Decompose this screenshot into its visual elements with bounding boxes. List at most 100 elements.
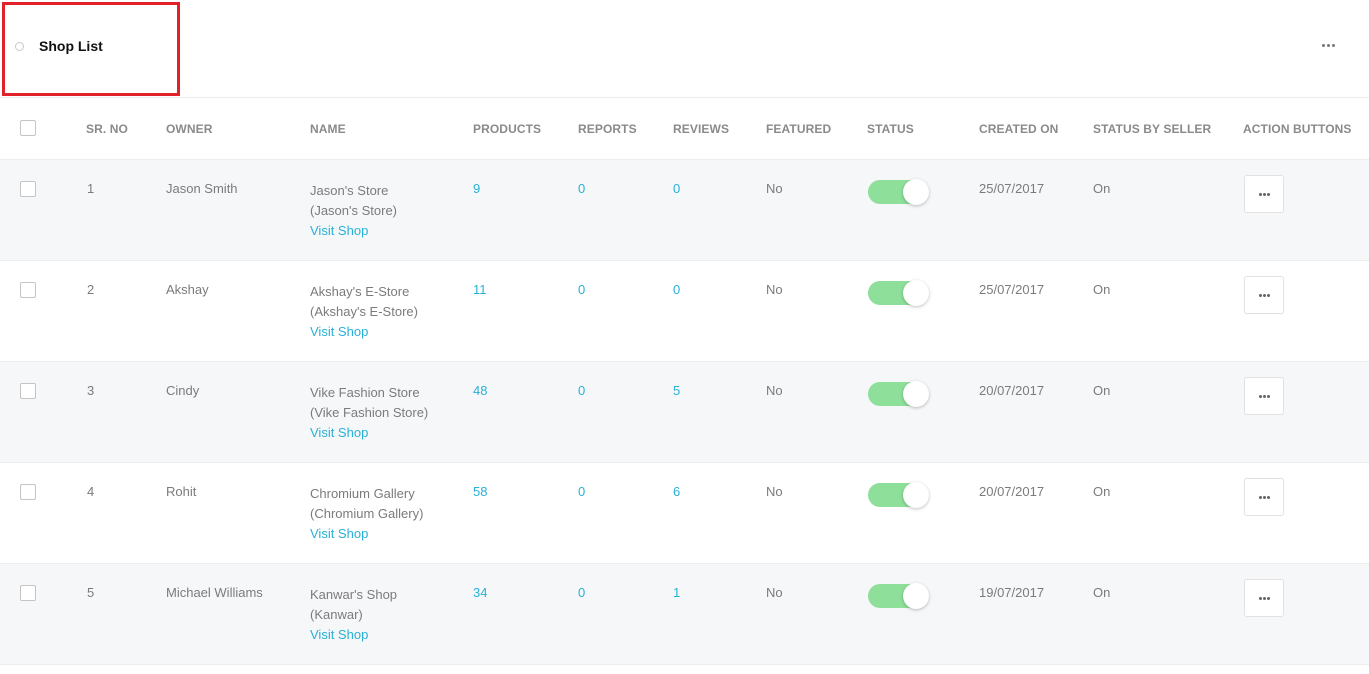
status-by-seller-cell: On [1093, 484, 1111, 499]
reports-count-link[interactable]: 0 [578, 484, 586, 499]
column-header-featured[interactable]: FEATURED [766, 122, 832, 136]
owner-cell: Akshay [166, 282, 209, 297]
created-on-cell: 25/07/2017 [979, 282, 1045, 297]
created-on-cell: 25/07/2017 [979, 181, 1045, 196]
shop-name-sub: (Chromium Gallery) [310, 506, 424, 521]
toggle-knob [903, 583, 929, 609]
reviews-count-link[interactable]: 1 [673, 585, 681, 600]
shop-name: Jason's Store [310, 183, 389, 198]
toggle-knob [903, 482, 929, 508]
column-header-reviews[interactable]: REVIEWS [673, 122, 730, 136]
select-all-checkbox[interactable] [20, 120, 36, 136]
column-header-created-on[interactable]: CREATED ON [979, 122, 1059, 136]
reviews-count-link[interactable]: 0 [673, 181, 681, 196]
owner-cell: Jason Smith [166, 181, 238, 196]
row-checkbox[interactable] [20, 282, 36, 298]
reports-count-link[interactable]: 0 [578, 585, 586, 600]
shop-name: Chromium Gallery [310, 486, 415, 501]
shop-name-sub: (Vike Fashion Store) [310, 405, 429, 420]
status-toggle[interactable] [868, 280, 929, 306]
column-header-name[interactable]: NAME [310, 122, 346, 136]
row-checkbox[interactable] [20, 181, 36, 197]
shop-name: Akshay's E-Store [310, 284, 410, 299]
products-count-link[interactable]: 9 [473, 181, 481, 196]
sr-no-cell: 4 [87, 484, 95, 499]
name-cell: Akshay's E-Store (Akshay's E-Store) Visi… [310, 282, 418, 342]
shop-name: Kanwar's Shop [310, 587, 398, 602]
featured-cell: No [766, 383, 783, 398]
row-actions-button[interactable] [1244, 579, 1284, 617]
column-header-owner[interactable]: OWNER [166, 122, 213, 136]
table-row: 4 Rohit Chromium Gallery (Chromium Galle… [0, 463, 1369, 564]
reviews-count-link[interactable]: 0 [673, 282, 681, 297]
visit-shop-link[interactable]: Visit Shop [310, 324, 369, 339]
reports-count-link[interactable]: 0 [578, 383, 586, 398]
table-row: 1 Jason Smith Jason's Store (Jason's Sto… [0, 160, 1369, 261]
row-actions-button[interactable] [1244, 276, 1284, 314]
shop-name-sub: (Kanwar) [310, 607, 363, 622]
row-checkbox[interactable] [20, 383, 36, 399]
created-on-cell: 20/07/2017 [979, 484, 1045, 499]
status-toggle[interactable] [868, 381, 929, 407]
table-row: 5 Michael Williams Kanwar's Shop (Kanwar… [0, 564, 1369, 665]
row-checkbox[interactable] [20, 484, 36, 500]
sr-no-cell: 3 [87, 383, 95, 398]
column-header-status-by-seller[interactable]: STATUS BY SELLER [1093, 122, 1212, 136]
table-row: 3 Cindy Vike Fashion Store (Vike Fashion… [0, 362, 1369, 463]
row-actions-button[interactable] [1244, 478, 1284, 516]
reviews-count-link[interactable]: 6 [673, 484, 681, 499]
products-count-link[interactable]: 58 [473, 484, 488, 499]
products-count-link[interactable]: 11 [473, 282, 487, 297]
shop-name-sub: (Jason's Store) [310, 203, 398, 218]
products-count-link[interactable]: 48 [473, 383, 488, 398]
table-row: 2 Akshay Akshay's E-Store (Akshay's E-St… [0, 261, 1369, 362]
status-toggle[interactable] [868, 583, 929, 609]
row-checkbox[interactable] [20, 585, 36, 601]
sr-no-cell: 2 [87, 282, 95, 297]
circle-icon [15, 42, 24, 51]
visit-shop-link[interactable]: Visit Shop [310, 627, 369, 642]
status-toggle[interactable] [868, 179, 929, 205]
name-cell: Vike Fashion Store (Vike Fashion Store) … [310, 383, 428, 443]
featured-cell: No [766, 585, 783, 600]
page-header: Shop List [0, 0, 1369, 98]
featured-cell: No [766, 282, 783, 297]
reports-count-link[interactable]: 0 [578, 181, 586, 196]
column-header-action-buttons: ACTION BUTTONS [1243, 122, 1352, 136]
highlight-box [2, 2, 180, 96]
name-cell: Kanwar's Shop (Kanwar) Visit Shop [310, 585, 397, 645]
shop-name: Vike Fashion Store [310, 385, 420, 400]
name-cell: Jason's Store (Jason's Store) Visit Shop [310, 181, 397, 241]
toggle-knob [903, 381, 929, 407]
status-by-seller-cell: On [1093, 282, 1111, 297]
visit-shop-link[interactable]: Visit Shop [310, 425, 369, 440]
column-header-sr-no[interactable]: SR. NO [86, 122, 128, 136]
shop-name-sub: (Akshay's E-Store) [310, 304, 418, 319]
column-header-status[interactable]: STATUS [867, 122, 914, 136]
products-count-link[interactable]: 34 [473, 585, 488, 600]
status-toggle[interactable] [868, 482, 929, 508]
owner-cell: Rohit [166, 484, 197, 499]
sr-no-cell: 5 [87, 585, 95, 600]
column-header-reports[interactable]: REPORTS [578, 122, 637, 136]
owner-cell: Michael Williams [166, 585, 263, 600]
created-on-cell: 19/07/2017 [979, 585, 1045, 600]
visit-shop-link[interactable]: Visit Shop [310, 526, 369, 541]
owner-cell: Cindy [166, 383, 200, 398]
column-header-products[interactable]: PRODUCTS [473, 122, 542, 136]
visit-shop-link[interactable]: Visit Shop [310, 223, 369, 238]
name-cell: Chromium Gallery (Chromium Gallery) Visi… [310, 484, 423, 544]
toggle-knob [903, 280, 929, 306]
more-horizontal-icon[interactable] [1318, 35, 1340, 55]
row-actions-button[interactable] [1244, 175, 1284, 213]
reviews-count-link[interactable]: 5 [673, 383, 681, 398]
row-actions-button[interactable] [1244, 377, 1284, 415]
featured-cell: No [766, 484, 783, 499]
featured-cell: No [766, 181, 783, 196]
sr-no-cell: 1 [87, 181, 95, 196]
table-header: SR. NO OWNER NAME PRODUCTS REPORTS REVIE… [0, 98, 1369, 160]
reports-count-link[interactable]: 0 [578, 282, 586, 297]
page-title: Shop List [39, 38, 103, 54]
toggle-knob [903, 179, 929, 205]
status-by-seller-cell: On [1093, 383, 1111, 398]
